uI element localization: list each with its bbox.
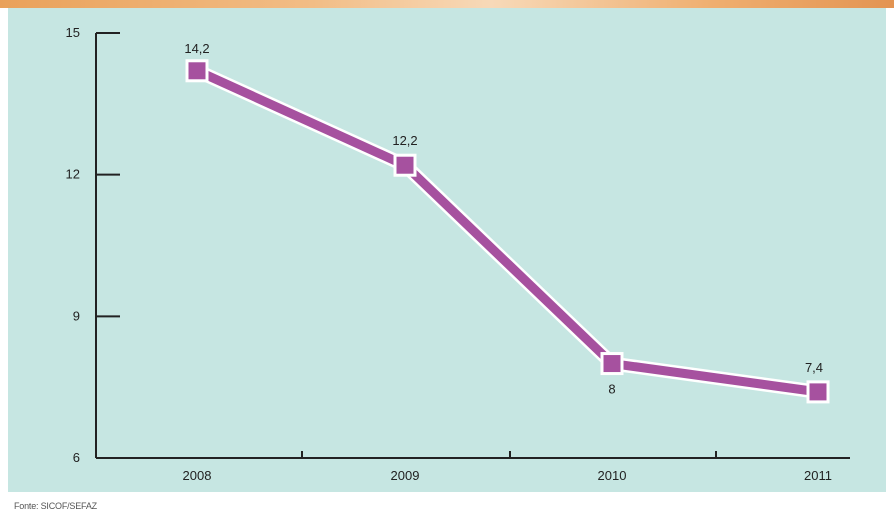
y-tick-label: 6 bbox=[73, 450, 80, 465]
series-line bbox=[192, 66, 823, 397]
y-tick-label: 9 bbox=[73, 308, 80, 323]
data-label: 12,2 bbox=[392, 133, 417, 148]
data-point-marker bbox=[185, 59, 209, 83]
top-decorative-band bbox=[0, 0, 894, 8]
data-point-marker bbox=[600, 352, 624, 376]
data-point-marker bbox=[806, 380, 830, 404]
y-tick-label: 15 bbox=[66, 25, 80, 40]
y-tick-label: 12 bbox=[66, 167, 80, 182]
chart-area bbox=[8, 8, 886, 492]
x-tick-label: 2008 bbox=[183, 468, 212, 483]
data-label: 8 bbox=[608, 382, 615, 397]
axes: 6 9 12 15 2008 2009 2010 2011 bbox=[66, 25, 850, 483]
x-tick-label: 2009 bbox=[391, 468, 420, 483]
data-label: 14,2 bbox=[184, 41, 209, 56]
series-layer bbox=[185, 59, 830, 404]
source-note: Fonte: SICOF/SEFAZ bbox=[14, 501, 97, 511]
series-line-outline bbox=[190, 63, 825, 399]
x-tick-label: 2010 bbox=[598, 468, 627, 483]
data-point-marker bbox=[393, 153, 417, 177]
data-label: 7,4 bbox=[805, 360, 823, 375]
x-tick-label: 2011 bbox=[804, 468, 832, 483]
data-labels: 14,2 12,2 8 7,4 bbox=[184, 41, 823, 397]
